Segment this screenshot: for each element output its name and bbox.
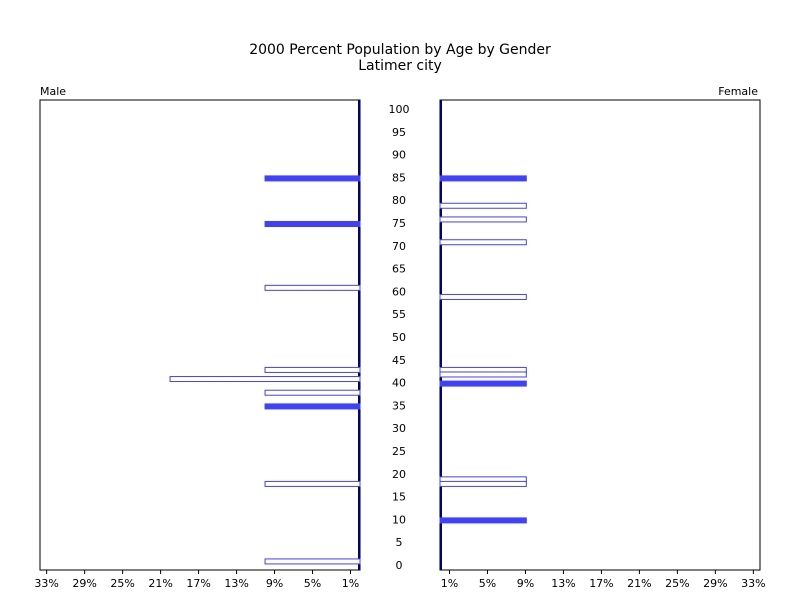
y-tick-label: 5	[396, 536, 403, 549]
x-tick-label: 33%	[741, 577, 765, 590]
x-tick-label: 5%	[479, 577, 496, 590]
y-tick-label: 25	[392, 445, 406, 458]
bar	[264, 480, 361, 487]
y-tick-label: 35	[392, 399, 406, 412]
bar	[169, 376, 361, 383]
x-tick-label: 13%	[224, 577, 248, 590]
chart-subtitle: Latimer city	[358, 58, 442, 74]
bar	[264, 366, 361, 373]
legend-label: Female	[718, 85, 758, 98]
bar	[264, 403, 361, 410]
y-tick-label: 90	[392, 149, 406, 162]
bar	[439, 371, 527, 378]
y-tick-label: 10	[392, 513, 406, 526]
y-tick-label: 95	[392, 126, 406, 139]
bar	[439, 216, 527, 223]
y-tick-label: 45	[392, 354, 406, 367]
bar	[264, 389, 361, 396]
chart-title: 2000 Percent Population by Age by Gender	[249, 42, 551, 58]
x-tick-label: 25%	[110, 577, 134, 590]
bar	[439, 480, 527, 487]
x-tick-label: 1%	[342, 577, 359, 590]
y-tick-label: 70	[392, 240, 406, 253]
y-tick-label: 15	[392, 491, 406, 504]
y-tick-label: 20	[392, 468, 406, 481]
y-tick-label: 75	[392, 217, 406, 230]
bar	[439, 293, 527, 300]
x-tick-label: 33%	[34, 577, 58, 590]
bar	[264, 221, 361, 227]
female-panel	[439, 99, 761, 571]
x-tick-label: 29%	[703, 577, 727, 590]
x-tick-label: 5%	[304, 577, 321, 590]
bar	[439, 175, 527, 182]
bar	[439, 239, 527, 246]
bar	[439, 202, 527, 209]
y-tick-label: 55	[392, 308, 406, 321]
y-tick-label: 80	[392, 194, 406, 207]
legend-label: Male	[40, 85, 66, 98]
x-tick-label: 17%	[589, 577, 613, 590]
x-tick-label: 21%	[627, 577, 651, 590]
x-tick-label: 9%	[266, 577, 283, 590]
x-tick-label: 21%	[148, 577, 172, 590]
bar	[439, 517, 527, 524]
bar	[439, 380, 527, 387]
y-tick-label: 85	[392, 171, 406, 184]
bar	[264, 175, 361, 182]
male-panel	[39, 99, 361, 571]
x-tick-label: 17%	[186, 577, 210, 590]
y-tick-label: 65	[392, 263, 406, 276]
y-tick-label: 30	[392, 422, 406, 435]
y-tick-label: 0	[396, 559, 403, 572]
x-tick-label: 1%	[441, 577, 458, 590]
y-tick-label: 40	[392, 377, 406, 390]
x-tick-label: 25%	[665, 577, 689, 590]
y-tick-label: 100	[389, 103, 410, 116]
y-tick-label: 50	[392, 331, 406, 344]
x-tick-label: 29%	[72, 577, 96, 590]
y-tick-label: 60	[392, 285, 406, 298]
x-tick-label: 13%	[551, 577, 575, 590]
x-tick-label: 9%	[517, 577, 534, 590]
bar	[264, 284, 361, 291]
bar	[264, 558, 361, 565]
